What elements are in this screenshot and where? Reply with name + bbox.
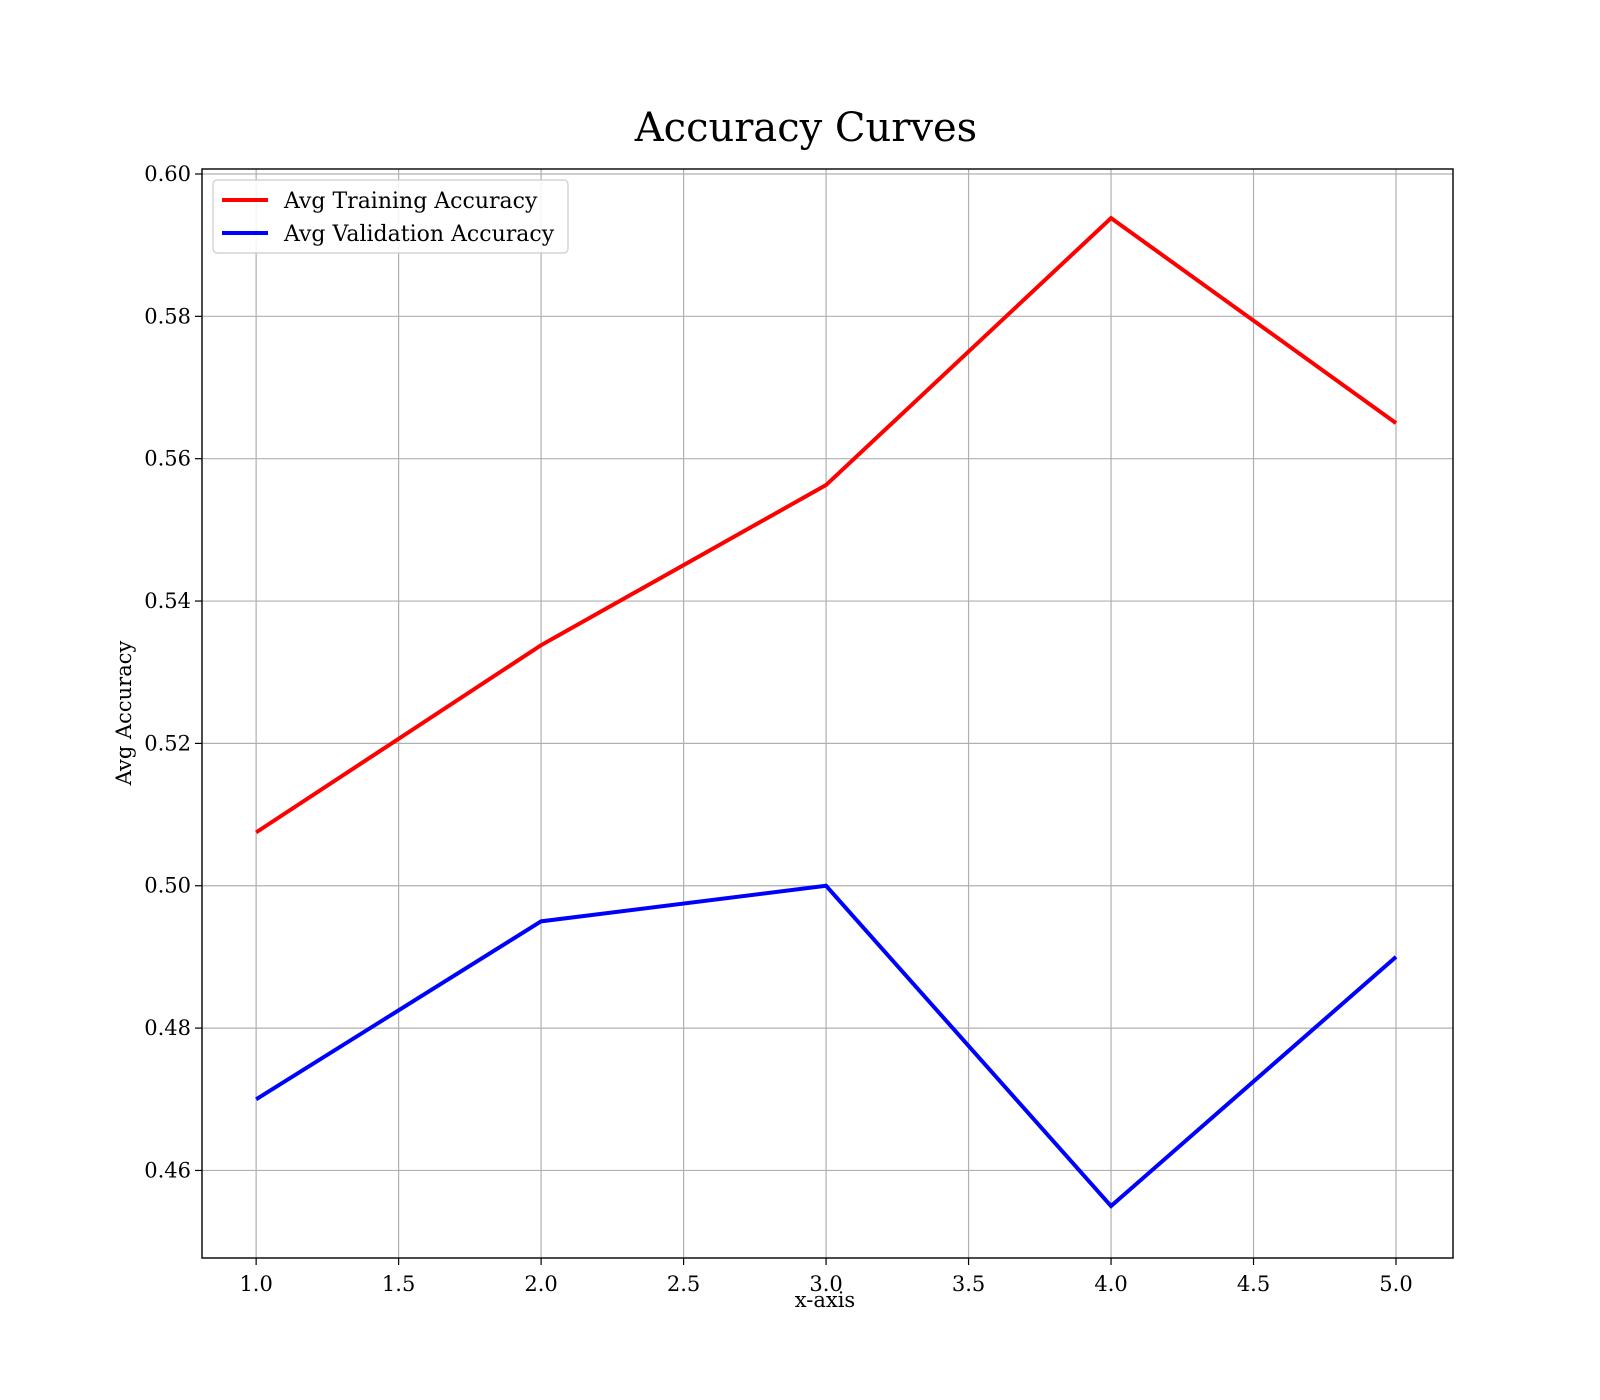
x-tick-label: 3.0 [809,1272,842,1296]
y-tick-label: 0.60 [144,162,191,186]
legend-box [212,179,569,254]
y-tick-label: 0.56 [144,447,191,471]
x-tick-label: 1.0 [239,1272,272,1296]
x-tick-label: 4.0 [1094,1272,1127,1296]
legend: Avg Training Accuracy Avg Validation Accu… [212,179,569,254]
x-tick-label: 2.5 [667,1272,700,1296]
x-tick-label: 5.0 [1379,1272,1412,1296]
y-axis-ticks: 0.46 0.48 0.50 0.52 0.54 0.56 0.58 0.60 [144,162,202,1182]
legend-label: Avg Training Accuracy [283,189,538,214]
chart-title: Accuracy Curves [634,105,977,151]
y-tick-label: 0.58 [144,304,191,328]
y-tick-label: 0.48 [144,1016,191,1040]
x-tick-label: 3.5 [952,1272,985,1296]
x-tick-label: 1.5 [382,1272,415,1296]
series-line-validation [255,883,1398,1209]
y-tick-label: 0.54 [144,589,191,613]
plot-frame [201,168,1454,1259]
y-axis-label: Avg Accuracy [112,641,136,787]
x-axis-ticks: 1.0 1.5 2.0 2.5 3.0 3.5 4.0 4.5 5.0 [239,1258,1413,1296]
series-line-training [255,215,1398,835]
x-tick-label: 4.5 [1237,1272,1270,1296]
y-tick-label: 0.46 [144,1158,191,1182]
y-tick-label: 0.50 [144,874,191,898]
series-lines [255,215,1398,1209]
grid [202,169,1453,1258]
x-axis-label: x-axis [795,1288,855,1312]
y-tick-label: 0.52 [144,731,191,755]
x-tick-label: 2.0 [524,1272,557,1296]
legend-label: Avg Validation Accuracy [283,222,555,247]
